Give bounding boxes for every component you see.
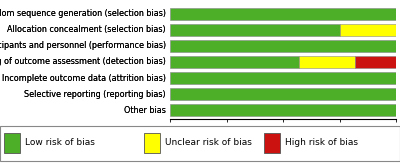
- Text: Selective reporting (reporting bias): Selective reporting (reporting bias): [24, 90, 166, 99]
- Text: Unclear risk of bias: Unclear risk of bias: [165, 138, 252, 147]
- Bar: [170, 24, 340, 36]
- Text: High risk of bias: High risk of bias: [285, 138, 358, 147]
- Bar: [264, 133, 280, 153]
- Text: Incomplete outcome data (attrition bias): Incomplete outcome data (attrition bias): [2, 74, 166, 82]
- Text: Allocation concealment (selection bias): Allocation concealment (selection bias): [7, 25, 166, 34]
- Bar: [340, 24, 396, 36]
- Text: Blinding of outcome assessment (detection bias): Blinding of outcome assessment (detectio…: [0, 57, 166, 67]
- Text: Allocation concealment (selection bias): Allocation concealment (selection bias): [7, 25, 166, 34]
- Bar: [170, 56, 299, 68]
- Text: Random sequence generation (selection bias): Random sequence generation (selection bi…: [0, 9, 166, 18]
- Bar: [170, 40, 396, 52]
- Bar: [170, 88, 396, 100]
- Bar: [355, 56, 396, 68]
- Text: Selective reporting (reporting bias): Selective reporting (reporting bias): [24, 90, 166, 99]
- Text: Blinding of outcome assessment (detection bias): Blinding of outcome assessment (detectio…: [0, 57, 166, 67]
- Text: Other bias: Other bias: [124, 106, 166, 115]
- Text: Other bias: Other bias: [124, 106, 166, 115]
- Text: Low risk of bias: Low risk of bias: [25, 138, 95, 147]
- Text: Incomplete outcome data (attrition bias): Incomplete outcome data (attrition bias): [2, 74, 166, 83]
- Text: Blinding of participants and personnel (performance bias): Blinding of participants and personnel (…: [0, 41, 166, 50]
- Bar: [170, 72, 396, 84]
- Bar: [4, 133, 20, 153]
- Text: Random sequence generation (selection bias): Random sequence generation (selection bi…: [0, 8, 166, 18]
- Bar: [170, 8, 396, 20]
- Text: Blinding of participants and personnel (performance bias): Blinding of participants and personnel (…: [0, 41, 166, 50]
- Bar: [299, 56, 355, 68]
- Bar: [170, 104, 396, 116]
- Bar: [144, 133, 160, 153]
